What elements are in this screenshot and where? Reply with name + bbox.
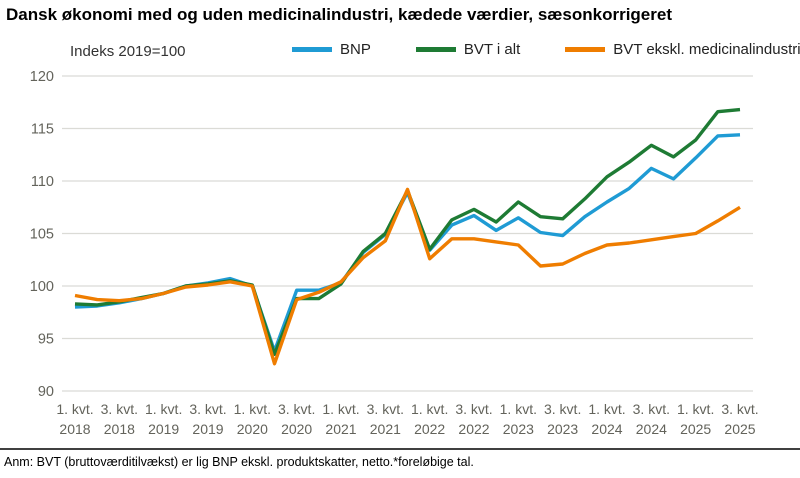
legend-swatch-bvt-total-icon <box>415 47 456 52</box>
x-tick-label-year: 2019 <box>192 421 223 437</box>
x-tick-label-quarter: 1. kvt. <box>411 401 448 417</box>
x-tick-label-year: 2020 <box>281 421 312 437</box>
x-tick-label-year: 2018 <box>59 421 90 437</box>
x-tick-label-year: 2025 <box>680 421 711 437</box>
footnote: Anm: BVT (bruttoværditilvækst) er lig BN… <box>0 448 800 469</box>
x-tick-label-year: 2023 <box>503 421 534 437</box>
x-tick-label-year: 2022 <box>458 421 489 437</box>
x-tick-label-quarter: 3. kvt. <box>101 401 138 417</box>
legend-swatch-bnp-icon <box>292 47 332 52</box>
y-tick-label: 110 <box>31 174 54 190</box>
x-tick-label-year: 2024 <box>591 421 622 437</box>
x-tick-label-quarter: 1. kvt. <box>56 401 93 417</box>
x-tick-label-quarter: 3. kvt. <box>721 401 758 417</box>
chart-title: Dansk økonomi med og uden medicinalindus… <box>6 5 672 24</box>
line-chart-plot-area: 90 95 100 105 110 115 120 1. kvt. 2018 3. kvt. 201… <box>30 69 759 437</box>
legend-label-bvt-total: BVT i alt <box>463 41 521 58</box>
x-tick-label-quarter: 1. kvt. <box>500 401 537 417</box>
y-tick-label: 120 <box>30 69 54 85</box>
legend-row: Indeks 2019=100 BNP BVT i alt BVT ekskl.… <box>0 41 800 63</box>
series-line-bvt-ekskl-medicinalindustri <box>74 187 741 366</box>
x-tick-label-quarter: 1. kvt. <box>234 401 271 417</box>
x-tick-label-quarter: 1. kvt. <box>145 401 182 417</box>
x-tick-label-quarter: 3. kvt. <box>278 401 315 417</box>
y-tick-label: 115 <box>31 122 54 138</box>
x-tick-label-quarter: 1. kvt. <box>588 401 625 417</box>
axis-unit-note: Indeks 2019=100 <box>70 43 186 60</box>
legend-item-bvt-excl-pharma: BVT ekskl. medicinalindustri <box>565 41 800 58</box>
x-tick-label-quarter: 3. kvt. <box>367 401 404 417</box>
legend-swatch-bvt-excl-pharma-icon <box>565 47 606 52</box>
legend-item-bvt-total: BVT i alt <box>415 41 521 58</box>
x-tick-label-year: 2020 <box>237 421 268 437</box>
y-tick-label: 90 <box>38 384 54 400</box>
x-tick-label-quarter: 1. kvt. <box>322 401 359 417</box>
y-tick-label: 95 <box>38 332 54 348</box>
footnote-text: Anm: BVT (bruttoværditilvækst) er lig BN… <box>4 455 474 469</box>
legend-label-bvt-excl-pharma: BVT ekskl. medicinalindustri <box>613 41 800 58</box>
y-tick-label: 105 <box>30 227 54 243</box>
y-tick-label: 100 <box>30 279 54 295</box>
x-tick-label-quarter: 1. kvt. <box>677 401 714 417</box>
x-tick-label-quarter: 3. kvt. <box>633 401 670 417</box>
x-tick-label-year: 2023 <box>547 421 578 437</box>
x-tick-label-year: 2018 <box>104 421 135 437</box>
series-line-bvt-i-alt <box>74 107 741 356</box>
chart-legend: BNP BVT i alt BVT ekskl. medicinalindust… <box>292 41 800 58</box>
x-tick-label-year: 2024 <box>636 421 667 437</box>
x-tick-label-year: 2022 <box>414 421 445 437</box>
x-tick-label-quarter: 3. kvt. <box>455 401 492 417</box>
x-tick-label-year: 2021 <box>370 421 401 437</box>
legend-item-bnp: BNP <box>292 41 371 58</box>
x-tick-label-quarter: 3. kvt. <box>544 401 581 417</box>
legend-label-bnp: BNP <box>340 41 371 58</box>
x-tick-label-quarter: 3. kvt. <box>189 401 226 417</box>
x-tick-label-year: 2019 <box>148 421 179 437</box>
x-tick-label-year: 2025 <box>724 421 755 437</box>
x-tick-label-year: 2021 <box>325 421 356 437</box>
